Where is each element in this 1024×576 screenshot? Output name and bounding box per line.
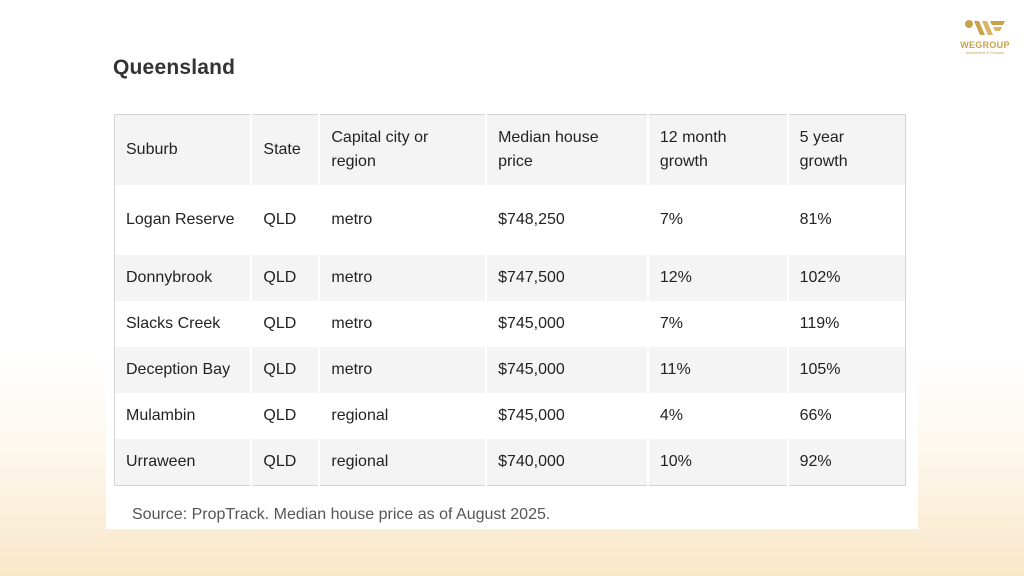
cell-12-month-growth: 7% [647, 301, 789, 347]
cell-median-price: $748,250 [486, 185, 649, 255]
header-region: Capital city or region [319, 114, 488, 185]
header-state: State [251, 114, 321, 185]
cell-region: metro [319, 255, 488, 301]
cell-5-year-growth: 92% [787, 439, 906, 486]
table-row: Logan Reserve QLD metro $748,250 7% 81% [114, 185, 906, 255]
cell-5-year-growth: 102% [787, 255, 906, 301]
cell-region: regional [319, 439, 488, 486]
logo-name: WEGROUP [960, 40, 1010, 50]
cell-state: QLD [251, 255, 321, 301]
cell-5-year-growth: 81% [787, 185, 906, 255]
header-suburb: Suburb [114, 114, 253, 185]
cell-suburb: Mulambin [114, 393, 253, 439]
cell-5-year-growth: 66% [787, 393, 906, 439]
cell-region: metro [319, 185, 488, 255]
table-card: Suburb State Capital city or region Medi… [106, 106, 918, 529]
source-note: Source: PropTrack. Median house price as… [132, 506, 551, 523]
cell-5-year-growth: 105% [787, 347, 906, 393]
cell-5-year-growth: 119% [787, 301, 906, 347]
page-title: Queensland [113, 56, 236, 79]
cell-state: QLD [251, 301, 321, 347]
cell-suburb: Slacks Creek [114, 301, 253, 347]
cell-suburb: Donnybrook [114, 255, 253, 301]
table-row: Deception Bay QLD metro $745,000 11% 105… [114, 347, 906, 393]
header-12-month-growth: 12 month growth [647, 114, 789, 185]
cell-12-month-growth: 11% [647, 347, 789, 393]
table-row: Slacks Creek QLD metro $745,000 7% 119% [114, 301, 906, 347]
table-row: Donnybrook QLD metro $747,500 12% 102% [114, 255, 906, 301]
cell-median-price: $745,000 [486, 393, 649, 439]
cell-median-price: $740,000 [486, 439, 649, 486]
cell-state: QLD [251, 347, 321, 393]
cell-12-month-growth: 12% [647, 255, 789, 301]
header-5-year-growth: 5 year growth [787, 114, 906, 185]
cell-suburb: Deception Bay [114, 347, 253, 393]
suburb-price-table: Suburb State Capital city or region Medi… [114, 114, 906, 486]
cell-region: regional [319, 393, 488, 439]
wegroup-logo-mark [965, 20, 1005, 35]
cell-suburb: Logan Reserve [114, 185, 253, 255]
cell-median-price: $745,000 [486, 347, 649, 393]
header-median-price: Median house price [486, 114, 649, 185]
wegroup-logo: WEGROUP Investment & Finance [948, 18, 1022, 70]
logo-tagline: Investment & Finance [965, 50, 1005, 55]
table-row: Mulambin QLD regional $745,000 4% 66% [114, 393, 906, 439]
table-header-row: Suburb State Capital city or region Medi… [114, 114, 906, 185]
cell-median-price: $745,000 [486, 301, 649, 347]
cell-12-month-growth: 10% [647, 439, 789, 486]
cell-state: QLD [251, 439, 321, 486]
cell-state: QLD [251, 393, 321, 439]
cell-state: QLD [251, 185, 321, 255]
cell-region: metro [319, 301, 488, 347]
cell-12-month-growth: 7% [647, 185, 789, 255]
cell-suburb: Urraween [114, 439, 253, 486]
cell-region: metro [319, 347, 488, 393]
table-row: Urraween QLD regional $740,000 10% 92% [114, 439, 906, 486]
cell-median-price: $747,500 [486, 255, 649, 301]
cell-12-month-growth: 4% [647, 393, 789, 439]
